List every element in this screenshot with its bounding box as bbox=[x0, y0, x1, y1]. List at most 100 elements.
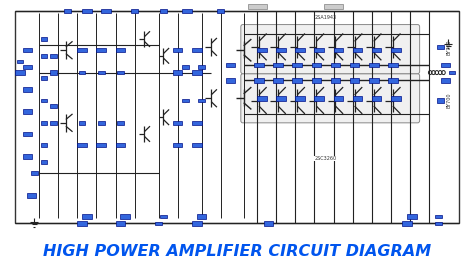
Bar bbox=[273, 62, 283, 67]
Bar bbox=[441, 78, 450, 83]
Bar bbox=[77, 143, 87, 147]
Bar bbox=[23, 48, 32, 53]
Bar bbox=[449, 71, 456, 74]
Bar bbox=[198, 99, 205, 102]
Bar bbox=[31, 172, 37, 175]
Bar bbox=[117, 121, 124, 125]
Bar bbox=[120, 214, 130, 219]
Bar bbox=[331, 62, 340, 67]
Bar bbox=[324, 5, 343, 9]
Bar bbox=[276, 96, 286, 100]
Bar bbox=[173, 70, 182, 75]
Bar bbox=[23, 154, 32, 159]
Bar bbox=[116, 221, 125, 226]
Bar bbox=[436, 222, 442, 225]
Bar bbox=[350, 78, 359, 83]
Bar bbox=[311, 78, 321, 83]
Bar bbox=[311, 62, 321, 67]
Bar bbox=[257, 96, 267, 100]
Bar bbox=[307, 156, 345, 161]
Bar bbox=[50, 121, 57, 125]
Bar bbox=[226, 62, 235, 67]
Text: HIGH POWER AMPLIFIER CIRCUIT DIAGRAM: HIGH POWER AMPLIFIER CIRCUIT DIAGRAM bbox=[43, 244, 431, 259]
Bar bbox=[391, 96, 401, 100]
Bar bbox=[438, 45, 444, 49]
Bar bbox=[273, 78, 283, 83]
Bar bbox=[276, 48, 286, 53]
Bar bbox=[40, 38, 47, 41]
Bar bbox=[98, 121, 105, 125]
Bar bbox=[353, 96, 362, 100]
Bar bbox=[198, 65, 205, 69]
Text: BY700: BY700 bbox=[447, 39, 451, 55]
Bar bbox=[117, 71, 124, 74]
Bar bbox=[192, 121, 201, 125]
Bar bbox=[264, 221, 273, 226]
Bar bbox=[254, 78, 264, 83]
Bar bbox=[27, 193, 36, 198]
Bar bbox=[295, 96, 305, 100]
Bar bbox=[257, 48, 267, 53]
Bar bbox=[391, 48, 401, 53]
Bar bbox=[40, 143, 47, 147]
Bar bbox=[15, 70, 25, 75]
Bar bbox=[173, 121, 182, 125]
Bar bbox=[155, 222, 162, 225]
Bar bbox=[369, 78, 379, 83]
Bar bbox=[407, 214, 417, 219]
Bar bbox=[353, 48, 362, 53]
Text: 2SC3260: 2SC3260 bbox=[315, 156, 337, 161]
Bar bbox=[160, 215, 167, 218]
Bar bbox=[197, 214, 206, 219]
Bar bbox=[441, 62, 450, 67]
Bar bbox=[98, 71, 105, 74]
Bar bbox=[334, 96, 343, 100]
Bar bbox=[350, 62, 359, 67]
Bar bbox=[96, 143, 106, 147]
Bar bbox=[64, 9, 71, 13]
FancyBboxPatch shape bbox=[241, 74, 419, 123]
Bar bbox=[173, 143, 182, 147]
Bar bbox=[436, 215, 442, 218]
Bar bbox=[40, 121, 47, 125]
Bar bbox=[192, 143, 201, 147]
Bar bbox=[40, 76, 47, 80]
Bar bbox=[372, 96, 382, 100]
Bar bbox=[388, 78, 398, 83]
Bar bbox=[50, 70, 57, 75]
Bar bbox=[192, 70, 201, 75]
Bar bbox=[438, 98, 444, 103]
Bar bbox=[369, 62, 379, 67]
Bar bbox=[388, 62, 398, 67]
Bar bbox=[82, 214, 91, 219]
Bar bbox=[50, 104, 57, 108]
Bar bbox=[331, 78, 340, 83]
Bar bbox=[116, 143, 125, 147]
Bar bbox=[402, 221, 412, 226]
Bar bbox=[182, 9, 192, 13]
Bar bbox=[292, 78, 302, 83]
Text: 2SA1943: 2SA1943 bbox=[315, 15, 337, 20]
Bar bbox=[192, 221, 201, 226]
Bar bbox=[82, 9, 91, 13]
Bar bbox=[40, 160, 47, 163]
Bar bbox=[116, 48, 125, 53]
Bar bbox=[77, 221, 87, 226]
Bar bbox=[131, 9, 138, 13]
Bar bbox=[182, 65, 189, 69]
Bar bbox=[101, 9, 111, 13]
Bar bbox=[79, 121, 85, 125]
Bar bbox=[247, 5, 267, 9]
Bar bbox=[226, 78, 235, 83]
Bar bbox=[23, 132, 32, 136]
Bar bbox=[314, 96, 324, 100]
Bar bbox=[314, 48, 324, 53]
Bar bbox=[372, 48, 382, 53]
Bar bbox=[254, 62, 264, 67]
Bar bbox=[182, 99, 189, 102]
Bar bbox=[40, 99, 47, 102]
FancyBboxPatch shape bbox=[241, 25, 419, 74]
Bar bbox=[77, 48, 87, 53]
Bar bbox=[192, 48, 201, 53]
Bar bbox=[173, 48, 182, 53]
